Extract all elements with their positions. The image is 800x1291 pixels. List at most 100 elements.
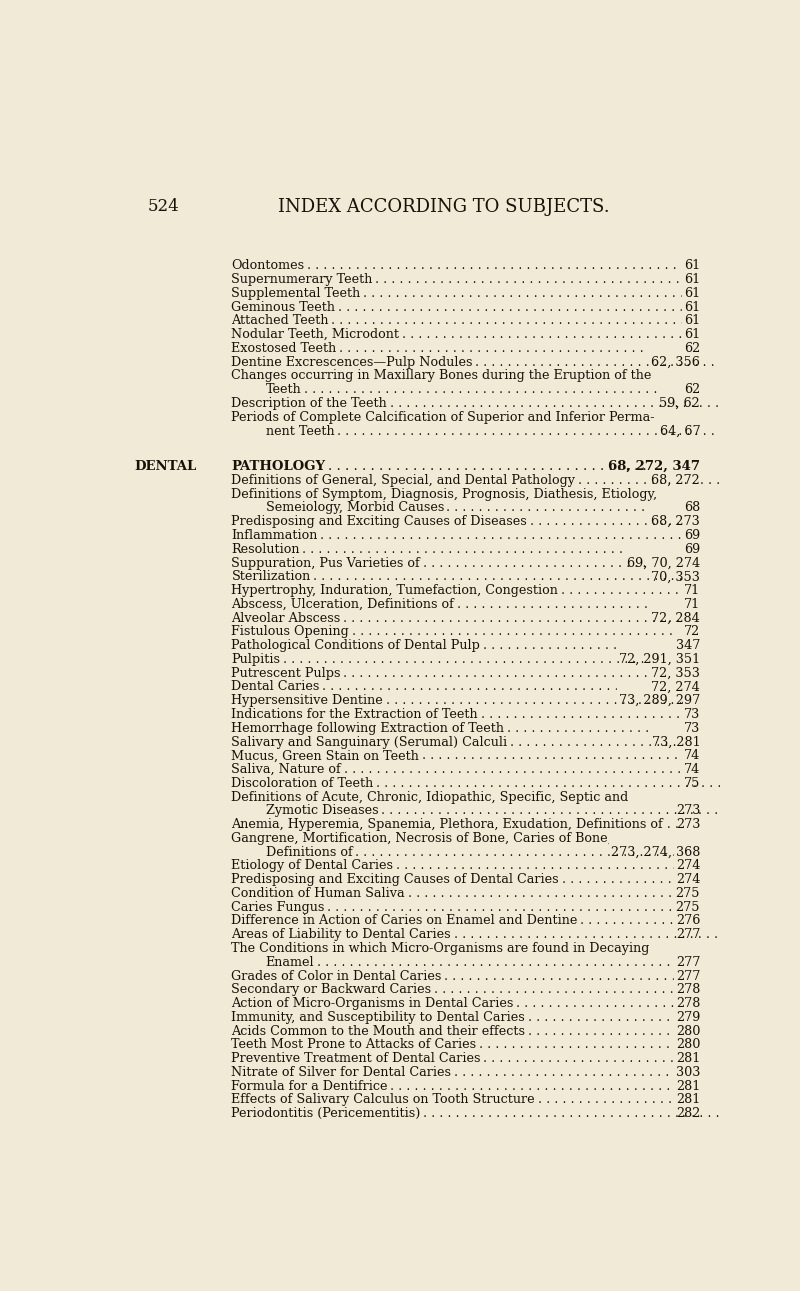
Text: . . . . . . . . . . . . . . . . . . . . . . . . . . . . . . . . . . . . . . . . : . . . . . . . . . . . . . . . . . . . . … — [479, 1038, 800, 1051]
Text: Attached Teeth: Attached Teeth — [231, 315, 329, 328]
Text: Caries Fungus: Caries Fungus — [231, 901, 325, 914]
Bar — [682, 569, 731, 585]
Text: 64, 67: 64, 67 — [659, 425, 700, 438]
Text: Definitions of: Definitions of — [266, 846, 352, 859]
Text: 73: 73 — [684, 722, 700, 735]
Bar — [682, 514, 731, 531]
Bar — [617, 638, 731, 655]
Text: Grades of Color in Dental Caries: Grades of Color in Dental Caries — [231, 970, 442, 982]
Bar — [674, 995, 731, 1012]
Text: Supplemental Teeth: Supplemental Teeth — [231, 287, 361, 300]
Text: . . . . . . . . . . . . . . . . . . . . . . . . . . . . . . . . . . . . . . . . : . . . . . . . . . . . . . . . . . . . . … — [483, 1052, 800, 1065]
Text: Secondary or Backward Caries: Secondary or Backward Caries — [231, 984, 431, 997]
Text: 275: 275 — [676, 887, 700, 900]
Text: . . . . . . . . . . . . . . . . . . . . . . . . . . . . . . . . . . . . . . . . : . . . . . . . . . . . . . . . . . . . . … — [322, 680, 800, 693]
Text: . . . . . . . . . . . . . . . . . . . . . . . . . . . . . . . . . . . . . . . . : . . . . . . . . . . . . . . . . . . . . … — [457, 598, 800, 611]
Bar — [650, 555, 731, 572]
Text: 71: 71 — [684, 598, 700, 611]
Text: 273: 273 — [676, 804, 700, 817]
Text: Definitions of Acute, Chronic, Idiopathic, Specific, Septic and: Definitions of Acute, Chronic, Idiopathi… — [231, 790, 629, 803]
Bar — [674, 900, 731, 915]
Text: 69, 70, 274: 69, 70, 274 — [627, 556, 700, 569]
Bar — [682, 706, 731, 723]
Text: 72, 274: 72, 274 — [651, 680, 700, 693]
Text: nent Teeth: nent Teeth — [266, 425, 334, 438]
Bar — [658, 409, 731, 426]
Bar — [674, 1037, 731, 1053]
Bar — [682, 327, 731, 343]
Text: . . . . . . . . . . . . . . . . . . . . . . . . . . . . . . . . . . . . . . . . : . . . . . . . . . . . . . . . . . . . . … — [343, 666, 800, 679]
Text: 524: 524 — [148, 198, 179, 214]
Text: . . . . . . . . . . . . . . . . . . . . . . . . . . . . . . . . . . . . . . . . : . . . . . . . . . . . . . . . . . . . . … — [320, 529, 800, 542]
Text: . . . . . . . . . . . . . . . . . . . . . . . . . . . . . . . . . . . . . . . . : . . . . . . . . . . . . . . . . . . . . … — [317, 955, 800, 968]
Text: . . . . . . . . . . . . . . . . . . . . . . . . . . . . . . . . . . . . . . . . : . . . . . . . . . . . . . . . . . . . . … — [481, 707, 800, 720]
Text: 73, 281: 73, 281 — [651, 736, 700, 749]
Text: . . . . . . . . . . . . . . . . . . . . . . . . . . . . . . . . . . . . . . . . : . . . . . . . . . . . . . . . . . . . . … — [331, 315, 800, 328]
Text: Resolution: Resolution — [231, 542, 300, 555]
Text: 277: 277 — [676, 928, 700, 941]
Text: 68, 272: 68, 272 — [651, 474, 700, 487]
Bar — [650, 720, 731, 737]
Text: Changes occurring in Maxillary Bones during the Eruption of the: Changes occurring in Maxillary Bones dur… — [231, 369, 652, 382]
Bar — [650, 665, 731, 682]
Text: Predisposing and Exciting Causes of Diseases: Predisposing and Exciting Causes of Dise… — [231, 515, 527, 528]
Bar — [674, 913, 731, 930]
Text: Saliva, Nature of: Saliva, Nature of — [231, 763, 341, 776]
Text: The Conditions in which Micro-Organisms are found in Decaying: The Conditions in which Micro-Organisms … — [231, 942, 650, 955]
Bar — [682, 693, 731, 709]
Text: Hypersensitive Dentine: Hypersensitive Dentine — [231, 695, 383, 707]
Text: . . . . . . . . . . . . . . . . . . . . . . . . . . . . . . . . . . . . . . . . : . . . . . . . . . . . . . . . . . . . . … — [376, 777, 800, 790]
Text: . . . . . . . . . . . . . . . . . . . . . . . . . . . . . . . . . . . . . . . . : . . . . . . . . . . . . . . . . . . . . … — [339, 342, 800, 355]
Text: . . . . . . . . . . . . . . . . . . . . . . . . . . . . . . . . . . . . . . . . : . . . . . . . . . . . . . . . . . . . . … — [407, 887, 800, 900]
Text: 277: 277 — [676, 955, 700, 968]
Text: . . . . . . . . . . . . . . . . . . . . . . . . . . . . . . . . . . . . . . . . : . . . . . . . . . . . . . . . . . . . . … — [561, 584, 800, 596]
Text: . . . . . . . . . . . . . . . . . . . . . . . . . . . . . . . . . . . . . . . . : . . . . . . . . . . . . . . . . . . . . … — [375, 274, 800, 287]
Text: Zymotic Diseases: Zymotic Diseases — [266, 804, 378, 817]
Text: Periods of Complete Calcification of Superior and Inferior Perma-: Periods of Complete Calcification of Sup… — [231, 411, 655, 423]
Text: . . . . . . . . . . . . . . . . . . . . . . . . . . . . . . . . . . . . . . . . : . . . . . . . . . . . . . . . . . . . . … — [307, 259, 800, 272]
Text: . . . . . . . . . . . . . . . . . . . . . . . . . . . . . . . . . . . . . . . . : . . . . . . . . . . . . . . . . . . . . … — [338, 301, 800, 314]
Text: . . . . . . . . . . . . . . . . . . . . . . . . . . . . . . . . . . . . . . . . : . . . . . . . . . . . . . . . . . . . . … — [363, 287, 800, 300]
Text: 69: 69 — [684, 529, 700, 542]
Text: . . . . . . . . . . . . . . . . . . . . . . . . . . . . . . . . . . . . . . . . : . . . . . . . . . . . . . . . . . . . . … — [313, 571, 800, 584]
Text: . . . . . . . . . . . . . . . . . . . . . . . . . . . . . . . . . . . . . . . . : . . . . . . . . . . . . . . . . . . . . … — [562, 873, 800, 886]
Text: Action of Micro-Organisms in Dental Caries: Action of Micro-Organisms in Dental Cari… — [231, 997, 514, 1010]
Text: Mucus, Green Stain on Teeth: Mucus, Green Stain on Teeth — [231, 749, 419, 762]
Text: . . . . . . . . . . . . . . . . . . . . . . . . . . . . . . . . . . . . . . . . : . . . . . . . . . . . . . . . . . . . . … — [390, 396, 800, 411]
Text: 274: 274 — [676, 873, 700, 886]
Text: Description of the Teeth: Description of the Teeth — [231, 396, 387, 411]
Bar — [682, 312, 731, 329]
Text: Alveolar Abscess: Alveolar Abscess — [231, 612, 341, 625]
Text: Teeth: Teeth — [266, 383, 302, 396]
Text: . . . . . . . . . . . . . . . . . . . . . . . . . . . . . . . . . . . . . . . . : . . . . . . . . . . . . . . . . . . . . … — [530, 515, 800, 528]
Text: 72, 284: 72, 284 — [651, 612, 700, 625]
Bar — [682, 762, 731, 778]
Text: 273, 274, 368: 273, 274, 368 — [610, 846, 700, 859]
Text: 282: 282 — [676, 1108, 700, 1121]
Text: . . . . . . . . . . . . . . . . . . . . . . . . . . . . . . . . . . . . . . . . : . . . . . . . . . . . . . . . . . . . . … — [482, 639, 800, 652]
Text: 279: 279 — [676, 1011, 700, 1024]
Bar — [606, 445, 731, 461]
Text: . . . . . . . . . . . . . . . . . . . . . . . . . . . . . . . . . . . . . . . . : . . . . . . . . . . . . . . . . . . . . … — [578, 474, 800, 487]
Bar — [674, 1024, 731, 1039]
Text: Definitions of Symptom, Diagnosis, Prognosis, Diathesis, Etiology,: Definitions of Symptom, Diagnosis, Progn… — [231, 488, 658, 501]
Text: Acids Common to the Mouth and their effects: Acids Common to the Mouth and their effe… — [231, 1025, 526, 1038]
Text: Inflammation: Inflammation — [231, 529, 318, 542]
Text: 281: 281 — [676, 1093, 700, 1106]
Text: 303: 303 — [676, 1066, 700, 1079]
Text: Predisposing and Exciting Causes of Dental Caries: Predisposing and Exciting Causes of Dent… — [231, 873, 559, 886]
Text: . . . . . . . . . . . . . . . . . . . . . . . . . . . . . . . . . . . . . . . . : . . . . . . . . . . . . . . . . . . . . … — [283, 653, 800, 666]
Bar — [682, 528, 731, 544]
Text: . . . . . . . . . . . . . . . . . . . . . . . . . . . . . . . . . . . . . . . . : . . . . . . . . . . . . . . . . . . . . … — [538, 1093, 800, 1106]
Text: Sterilization: Sterilization — [231, 571, 310, 584]
Text: Areas of Liability to Dental Caries: Areas of Liability to Dental Caries — [231, 928, 451, 941]
Bar — [682, 611, 731, 626]
Bar — [674, 982, 731, 998]
Text: . . . . . . . . . . . . . . . . . . . . . . . . . . . . . . . . . . . . . . . . : . . . . . . . . . . . . . . . . . . . . … — [528, 1011, 800, 1024]
Text: Abscess, Ulceration, Definitions of: Abscess, Ulceration, Definitions of — [231, 598, 454, 611]
Bar — [617, 679, 731, 696]
Text: . . . . . . . . . . . . . . . . . . . . . . . . . . . . . . . . . . . . . . . . : . . . . . . . . . . . . . . . . . . . . … — [507, 722, 800, 735]
Text: . . . . . . . . . . . . . . . . . . . . . . . . . . . . . . . . . . . . . . . . : . . . . . . . . . . . . . . . . . . . . … — [475, 356, 800, 369]
Bar — [674, 624, 731, 640]
Text: Odontomes: Odontomes — [231, 259, 305, 272]
